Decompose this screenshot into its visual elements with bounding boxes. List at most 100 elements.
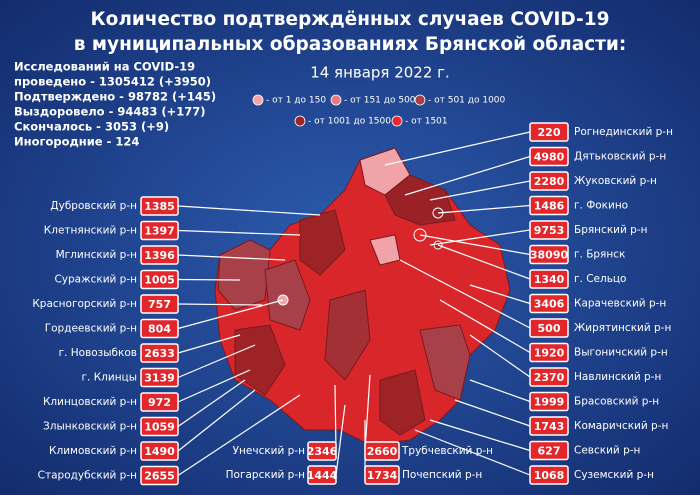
district-value: 1999 <box>534 396 565 409</box>
leader-line <box>429 229 531 246</box>
district-name: г. Брянск <box>574 249 625 261</box>
leader-line <box>404 155 531 196</box>
leader-line <box>469 334 531 378</box>
district-value: 1734 <box>367 469 398 482</box>
legend-label: - от 1001 до 1500 <box>308 117 391 127</box>
value-box <box>140 245 179 265</box>
value-box <box>140 367 179 388</box>
leader-line <box>177 254 286 261</box>
leader-line <box>419 234 531 256</box>
value-box <box>529 122 569 142</box>
leader-line <box>335 404 346 476</box>
leader-line <box>177 344 256 379</box>
legend-label: - от 1501 <box>405 117 448 127</box>
value-box <box>529 146 569 167</box>
leader-line <box>384 131 531 166</box>
leader-lines <box>177 131 531 477</box>
leader-line <box>177 389 256 452</box>
district-value: 804 <box>148 323 171 336</box>
leader-line <box>334 384 337 452</box>
value-box <box>529 220 569 240</box>
stat-line: Иногородние - 124 <box>14 135 139 149</box>
district-value: 2370 <box>534 371 565 384</box>
district-list: Дубровский р-н 1385 Клетнянский р-н 1397 Мгл… <box>32 122 673 486</box>
district-name: Жирятинский р-н <box>574 322 671 334</box>
district-value: 627 <box>538 445 561 458</box>
stat-line: Исследований на COVID-19 <box>14 60 195 74</box>
district-name: Суражский р-н <box>54 274 137 286</box>
district-name: Стародубский р-н <box>38 470 137 482</box>
district-name: Мглинский р-н <box>56 249 137 261</box>
district-name: Красногорский р-н <box>32 298 137 310</box>
value-box <box>140 465 179 486</box>
district-value: 1743 <box>534 420 565 433</box>
district-value: 757 <box>148 298 171 311</box>
title-line: в муниципальных образованиях Брянской об… <box>74 34 627 55</box>
district-name: Трубчевский р-н <box>401 445 493 457</box>
district-value: 2346 <box>307 445 338 458</box>
district-name: г. Клинцы <box>82 372 137 384</box>
value-box <box>529 195 569 216</box>
value-box <box>364 465 400 485</box>
value-box <box>529 391 569 412</box>
leader-line <box>177 394 301 477</box>
value-box <box>529 465 569 485</box>
district-name: Навлинский р-н <box>574 371 661 383</box>
district-name: Севский р-н <box>574 445 640 457</box>
district-value: 3406 <box>534 298 565 311</box>
district-value: 1340 <box>534 273 565 286</box>
leader-line <box>429 180 531 201</box>
district-value: 2633 <box>144 347 175 360</box>
district-value: 2660 <box>367 445 398 458</box>
legend-swatch <box>294 115 306 127</box>
value-box <box>140 318 179 339</box>
legend-label: - от 151 до 500 <box>344 96 416 106</box>
district-value: 9753 <box>534 224 565 237</box>
district-value: 1444 <box>307 469 338 482</box>
district-value: 38090 <box>530 249 569 262</box>
value-box <box>529 342 569 363</box>
district-name: г. Фокино <box>574 200 628 212</box>
leader-line <box>429 419 531 452</box>
leader-line <box>177 278 241 281</box>
value-box <box>140 343 179 363</box>
district-name: Унечский р-н <box>233 445 305 457</box>
value-box <box>140 441 179 461</box>
district-value: 220 <box>538 126 561 139</box>
district-name: Комаричский р-н <box>574 420 668 432</box>
legend-swatch <box>414 94 426 106</box>
district-name: г. Сельцо <box>574 273 626 285</box>
value-box <box>529 244 569 265</box>
value-box <box>529 416 569 436</box>
stat-line: Выздоровело - 94483 (+177) <box>14 105 206 119</box>
leader-line <box>177 229 301 236</box>
value-box <box>529 318 569 338</box>
legend-swatch <box>391 115 403 127</box>
leader-line <box>414 429 531 476</box>
district-name: Дубровский р-н <box>50 200 137 212</box>
leader-line <box>454 399 531 427</box>
district-value: 2655 <box>144 470 175 483</box>
value-box <box>529 269 569 289</box>
leader-line <box>177 379 246 427</box>
district-value: 4980 <box>534 151 565 164</box>
district-name: Гордеевский р-н <box>45 323 137 335</box>
district-value: 972 <box>148 396 171 409</box>
district-name: Клинцовский р-н <box>43 396 137 408</box>
legend-label: - от 1 до 150 <box>266 96 326 106</box>
stat-line: Подтверждено - 98782 (+145) <box>14 90 216 104</box>
district-value: 1490 <box>144 445 175 458</box>
leader-line <box>364 374 371 452</box>
leader-line <box>177 334 241 354</box>
leader-line <box>177 369 251 403</box>
district-name: Климовский р-н <box>49 445 137 457</box>
value-box <box>140 416 179 437</box>
leader-line <box>439 299 531 354</box>
district-value: 1005 <box>144 274 175 287</box>
district-value: 1385 <box>144 200 175 213</box>
value-box <box>140 294 179 314</box>
stat-line: Скончалось - 3053 (+9) <box>14 120 169 134</box>
legend-swatch <box>252 94 264 106</box>
